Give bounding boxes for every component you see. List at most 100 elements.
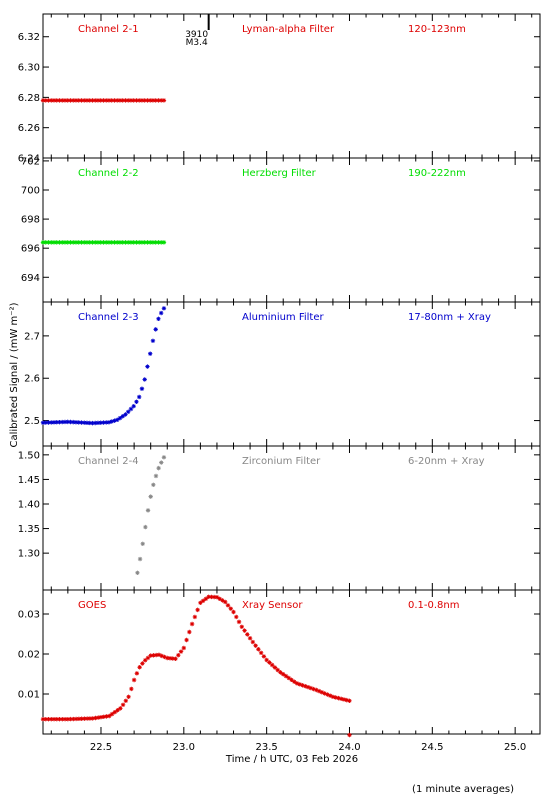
data-point [123,698,129,703]
data-point [117,240,123,245]
x-tick-label: 24.0 [338,742,360,753]
panel-5: 0.01 0.02 0.03 GOES Xray Sensor 0.1-0.8nm [18,589,541,735]
data-point [245,632,250,637]
data-point [314,687,319,693]
data-point [62,240,68,245]
data-point [107,713,112,719]
data-point [40,98,46,103]
data-point [104,714,109,719]
data-point [120,702,126,707]
data-point [126,409,131,415]
data-point [60,717,65,722]
data-point [68,98,73,103]
data-point [82,716,87,721]
data-point [217,596,222,601]
data-point [143,524,148,530]
data-point [272,665,278,670]
data-point [43,717,48,722]
data-point [128,98,134,103]
data-point [148,494,153,499]
data-point [117,415,123,421]
data-point [153,98,158,103]
data-point [253,643,258,648]
data-point [46,420,51,425]
data-point [247,636,253,641]
data-point [264,657,269,663]
filter-label: Zirconium Filter [242,456,321,467]
data-point [115,417,120,423]
data-point [151,482,156,488]
band-label: 0.1-0.8nm [408,600,460,611]
data-point [156,465,161,471]
data-point [148,653,153,658]
data-point [87,98,92,103]
data-point [135,570,140,575]
data-point [112,98,117,103]
data-point [65,717,71,722]
data-point [98,240,103,245]
data-point [104,98,109,103]
y-tick-label: 6.28 [18,93,40,104]
data-point [123,98,128,103]
data-point [162,654,167,660]
data-point [281,672,286,677]
data-point [283,673,289,679]
data-point [73,240,79,245]
data-point [115,708,120,713]
data-point [150,98,156,103]
data-point [156,316,161,322]
data-point [109,419,114,424]
data-point [231,609,236,615]
data-series [40,594,352,722]
data-point [142,658,148,663]
filter-label: Lyman-alpha Filter [242,24,335,35]
data-point [79,716,84,721]
data-point [319,690,325,695]
data-point [167,656,173,661]
data-point [347,732,352,738]
y-tick-label: 696 [21,244,40,255]
data-point [79,240,84,245]
x-axis-label: Time / h UTC, 03 Feb 2026 [225,754,358,765]
data-point [140,541,145,547]
data-point [131,240,136,245]
data-point [57,98,62,103]
data-series [40,98,167,103]
data-point [76,240,81,245]
data-point [311,686,316,692]
y-tick-label: 0.03 [18,610,40,621]
data-point [145,655,151,661]
data-point [289,677,294,683]
data-point [98,420,103,425]
data-point [330,694,336,699]
data-point [316,688,322,694]
data-point [145,508,151,513]
data-point [153,240,158,245]
data-point [68,240,73,245]
data-point [43,240,48,245]
data-point [258,650,264,656]
data-point [51,420,57,425]
data-series [40,306,167,426]
y-tick-label: 1.50 [18,450,40,461]
data-point [278,670,283,675]
channel-label: Channel 2-1 [78,24,139,35]
y-tick-label: 698 [21,215,40,226]
data-point [87,420,92,426]
data-point [209,594,214,600]
data-point [236,619,242,625]
data-point [98,715,104,720]
data-series [135,455,167,575]
data-point [90,716,95,721]
data-point [46,717,51,722]
data-point [84,420,90,426]
data-point [134,240,139,245]
data-point [131,677,137,683]
data-point [159,653,164,659]
data-point [57,240,62,245]
data-point [153,327,158,332]
data-point [51,240,57,245]
data-series [40,240,167,245]
footnote: (1 minute averages) [412,784,514,795]
data-point [40,717,46,722]
